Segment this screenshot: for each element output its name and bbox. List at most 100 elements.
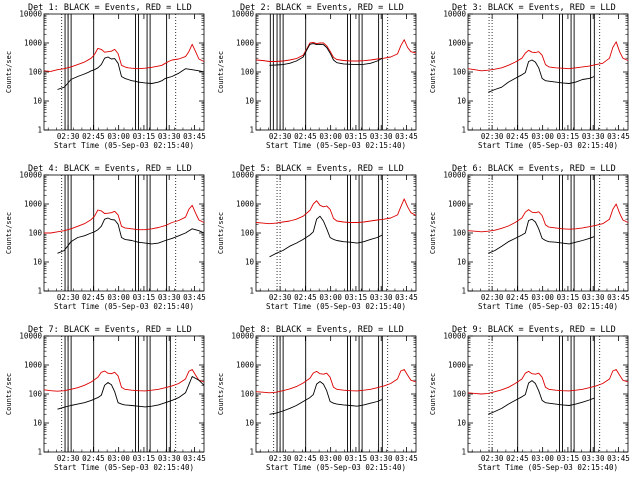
y-tick-label: 1 [249, 126, 254, 135]
y-tick-label: 100 [240, 229, 254, 238]
x-tick-label: 03:00 [319, 454, 342, 463]
x-tick-label: 02:30 [269, 454, 292, 463]
y-tick-label: 10 [245, 419, 255, 428]
y-axis-label: Counts/sec [217, 51, 225, 93]
x-tick-label: 02:30 [481, 132, 504, 141]
events-series-line [488, 218, 595, 254]
x-axis-label: Start Time (05-Sep-03 02:15:40) [266, 141, 406, 150]
y-tick-label: 100 [240, 68, 254, 77]
lld-series-line [43, 43, 205, 72]
y-tick-label: 10000 [231, 10, 254, 19]
x-tick-label: 03:15 [345, 132, 368, 141]
x-axis-label: Start Time (05-Sep-03 02:15:40) [266, 463, 406, 472]
y-tick-label: 10 [33, 258, 43, 267]
y-tick-label: 1 [37, 287, 42, 296]
detector-panel-4: Det 4: BLACK = Events, RED = LLD 1 10 100 10… [5, 164, 206, 311]
x-tick-label: 03:45 [607, 293, 630, 302]
x-tick-label: 03:15 [133, 132, 156, 141]
lld-series-line [44, 204, 205, 234]
x-tick-label: 03:00 [319, 293, 342, 302]
x-tick-label: 02:45 [294, 132, 317, 141]
y-tick-label: 100 [452, 229, 466, 238]
y-tick-label: 1 [37, 126, 42, 135]
events-series-line [57, 56, 205, 90]
lld-series-line [467, 203, 629, 233]
y-tick-label: 10 [245, 258, 255, 267]
x-tick-label: 02:30 [269, 132, 292, 141]
x-tick-label: 02:45 [506, 454, 529, 463]
panel-title: Det 9: BLACK = Events, RED = LLD [452, 325, 616, 335]
x-tick-label: 03:15 [345, 293, 368, 302]
x-tick-label: 02:30 [57, 293, 80, 302]
x-axis-label: Start Time (05-Sep-03 02:15:40) [478, 302, 618, 311]
x-tick-label: 03:45 [607, 454, 630, 463]
y-tick-label: 10000 [443, 332, 466, 341]
panel-title: Det 5: BLACK = Events, RED = LLD [240, 164, 404, 174]
events-series-line [269, 215, 383, 258]
x-tick-label: 03:00 [107, 293, 130, 302]
x-tick-label: 03:30 [582, 132, 605, 141]
x-tick-label: 02:30 [481, 293, 504, 302]
x-axis-label: Start Time (05-Sep-03 02:15:40) [266, 302, 406, 311]
lld-series-line [43, 369, 205, 392]
x-tick-label: 03:30 [158, 293, 181, 302]
y-axis-label: Counts/sec [5, 373, 13, 415]
y-tick-label: 1 [461, 448, 466, 457]
events-series-line [269, 43, 383, 66]
x-tick-label: 03:30 [158, 132, 181, 141]
x-tick-label: 03:15 [557, 132, 580, 141]
x-axis-label: Start Time (05-Sep-03 02:15:40) [54, 302, 194, 311]
y-tick-label: 1 [461, 126, 466, 135]
x-tick-label: 03:30 [582, 293, 605, 302]
x-tick-label: 03:45 [395, 132, 418, 141]
y-tick-label: 1000 [236, 361, 255, 370]
y-axis-label: Counts/sec [429, 51, 437, 93]
x-tick-label: 03:00 [531, 454, 554, 463]
y-tick-label: 1 [37, 448, 42, 457]
y-tick-label: 10000 [443, 171, 466, 180]
y-tick-label: 10 [457, 97, 467, 106]
y-tick-label: 10 [33, 97, 43, 106]
x-tick-label: 02:30 [481, 454, 504, 463]
x-axis-label: Start Time (05-Sep-03 02:15:40) [54, 463, 194, 472]
events-series-line [488, 59, 595, 93]
x-tick-label: 03:15 [345, 454, 368, 463]
x-tick-label: 02:30 [57, 454, 80, 463]
detector-panel-6: Det 6: BLACK = Events, RED = LLD 1 10 100 10… [429, 164, 630, 311]
y-tick-label: 1000 [448, 200, 467, 209]
detector-panel-1: Det 1: BLACK = Events, RED = LLD 1 10 100 10… [5, 3, 206, 150]
y-tick-label: 1 [249, 448, 254, 457]
y-tick-label: 10000 [231, 171, 254, 180]
y-tick-label: 1000 [24, 200, 43, 209]
y-tick-label: 1000 [24, 361, 43, 370]
y-tick-label: 1 [249, 287, 254, 296]
x-tick-label: 02:45 [506, 132, 529, 141]
panel-title: Det 8: BLACK = Events, RED = LLD [240, 325, 404, 335]
x-tick-label: 03:15 [557, 293, 580, 302]
x-tick-label: 03:45 [395, 293, 418, 302]
detector-panel-9: Det 9: BLACK = Events, RED = LLD 1 10 100 10… [429, 325, 630, 472]
x-tick-label: 02:45 [82, 454, 105, 463]
x-tick-label: 02:45 [82, 293, 105, 302]
y-tick-label: 10000 [19, 171, 42, 180]
x-tick-label: 03:30 [158, 454, 181, 463]
y-tick-label: 100 [28, 229, 42, 238]
y-tick-label: 100 [452, 68, 466, 77]
lld-series-line [467, 369, 629, 395]
x-tick-label: 03:45 [395, 454, 418, 463]
lld-series-line [255, 39, 417, 62]
panel-title: Det 7: BLACK = Events, RED = LLD [28, 325, 192, 335]
y-tick-label: 100 [28, 68, 42, 77]
events-series-line [57, 376, 205, 410]
panel-title: Det 1: BLACK = Events, RED = LLD [28, 3, 192, 13]
y-axis-label: Counts/sec [217, 212, 225, 254]
lld-series-line [255, 198, 417, 225]
y-tick-label: 10000 [19, 10, 42, 19]
y-tick-label: 10000 [443, 10, 466, 19]
x-tick-label: 03:45 [183, 454, 206, 463]
x-tick-label: 03:15 [557, 454, 580, 463]
x-tick-label: 02:30 [57, 132, 80, 141]
detector-panel-2: Det 2: BLACK = Events, RED = LLD 1 10 100 10… [217, 3, 418, 150]
